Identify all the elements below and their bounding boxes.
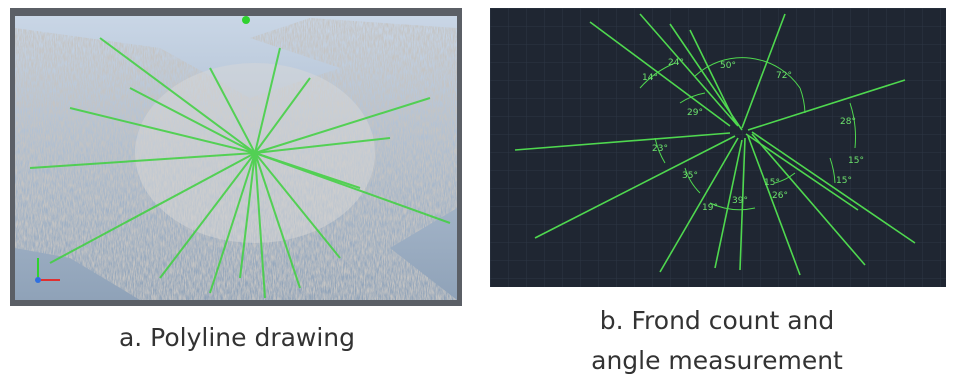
angle-label: 24°: [668, 58, 684, 68]
angle-label: 72°: [776, 71, 792, 81]
caption-a: a. Polyline drawing: [0, 323, 474, 352]
angle-label: 26°: [772, 191, 788, 201]
caption-b-line2: angle measurement: [478, 346, 956, 375]
angle-label: 14°: [642, 73, 658, 83]
angle-label: 29°: [687, 108, 703, 118]
angle-label: 15°: [836, 176, 852, 186]
angle-screenshot: 50° 72° 24° 14° 29° 28° 23° 15° 35° 15° 15° 19° 39° 2…: [490, 8, 946, 287]
angle-label: 28°: [840, 117, 856, 127]
caption-b-line1: b. Frond count and: [478, 306, 956, 335]
grid: [490, 8, 946, 287]
page: 50° 72° 24° 14° 29° 28° 23° 15° 35° 15° 15° 19° 39° 2…: [0, 0, 956, 387]
angle-label: 50°: [720, 61, 736, 71]
angle-label: 23°: [652, 144, 668, 154]
angle-label: 39°: [732, 196, 748, 206]
angle-label: 19°: [702, 203, 718, 213]
angle-label: 35°: [682, 171, 698, 181]
marker: [242, 16, 250, 24]
polyline-screenshot: [10, 8, 462, 306]
angle-label: 15°: [764, 178, 780, 188]
angle-label: 15°: [848, 156, 864, 166]
